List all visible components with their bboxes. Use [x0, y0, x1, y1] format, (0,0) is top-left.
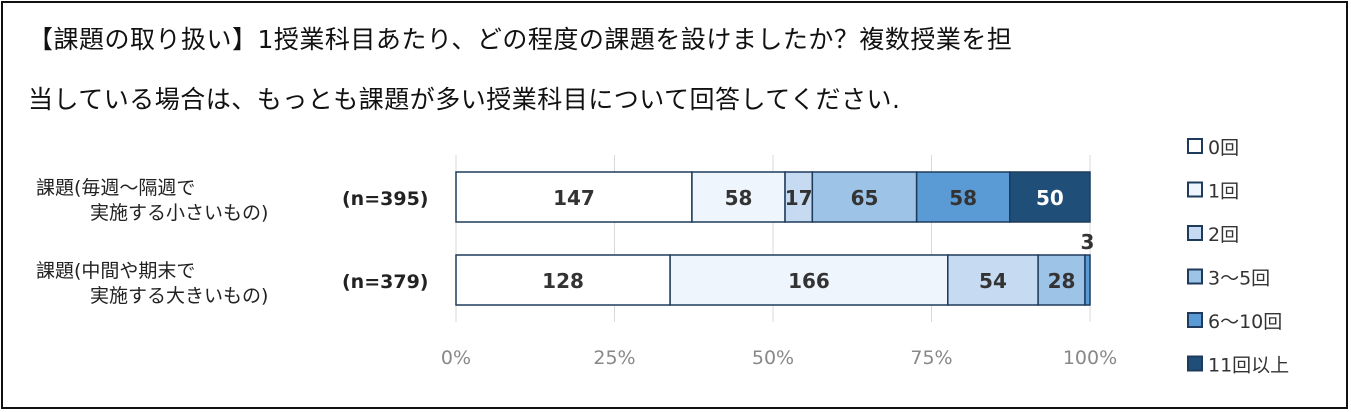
data-label: 65	[851, 186, 879, 210]
n-label: (n=395)	[342, 188, 428, 210]
data-label: 128	[542, 269, 584, 293]
legend-label: 3〜5回	[1208, 268, 1270, 290]
data-label: 58	[725, 186, 753, 210]
legend-swatch	[1187, 355, 1203, 372]
bar-segment	[455, 171, 693, 223]
bar-segment	[669, 254, 949, 306]
legend-swatch	[1187, 312, 1203, 328]
x-tick-label: 100%	[1063, 347, 1117, 369]
data-label: 166	[788, 269, 830, 293]
chart-title-line-2: 当している場合は、もっとも課題が多い授業科目について回答してください.	[28, 85, 901, 114]
data-label: 50	[1036, 186, 1064, 210]
category-label: 実施する大きいもの)	[90, 285, 268, 307]
legend-swatch	[1187, 138, 1203, 154]
bar-segment	[915, 171, 1011, 223]
data-label: 17	[785, 186, 813, 210]
bar-segment	[1008, 171, 1091, 223]
legend-label: 2回	[1208, 224, 1239, 246]
bar-segment	[1084, 254, 1091, 306]
data-label: 3	[1081, 230, 1095, 254]
category-label: 実施する小さいもの)	[90, 202, 268, 224]
legend-label: 0回	[1208, 137, 1239, 159]
bar-segment	[455, 254, 671, 306]
bar-segment	[1037, 254, 1086, 306]
x-tick-label: 75%	[910, 347, 952, 369]
x-tick-label: 0%	[441, 347, 471, 369]
category-label: 課題(中間や期末で	[36, 260, 195, 282]
legend-label: 6〜10回	[1208, 311, 1282, 333]
category-label: 課題(毎週〜隔週で	[36, 177, 195, 199]
data-label: 54	[979, 269, 1007, 293]
legend-swatch	[1187, 225, 1203, 241]
data-label: 28	[1048, 269, 1076, 293]
data-label: 147	[553, 186, 595, 210]
legend-label: 1回	[1208, 181, 1239, 203]
legend-swatch	[1187, 181, 1203, 198]
n-label: (n=379)	[342, 271, 428, 293]
chart-title-line-1: 【課題の取り扱い】1授業科目あたり、どの程度の課題を設けましたか？複数授業を担	[28, 25, 1013, 54]
legend-label: 11回以上	[1208, 355, 1289, 377]
legend-swatch	[1187, 268, 1203, 285]
x-tick-label: 25%	[593, 347, 635, 369]
data-label: 58	[949, 186, 977, 210]
x-tick-label: 50%	[752, 347, 794, 369]
